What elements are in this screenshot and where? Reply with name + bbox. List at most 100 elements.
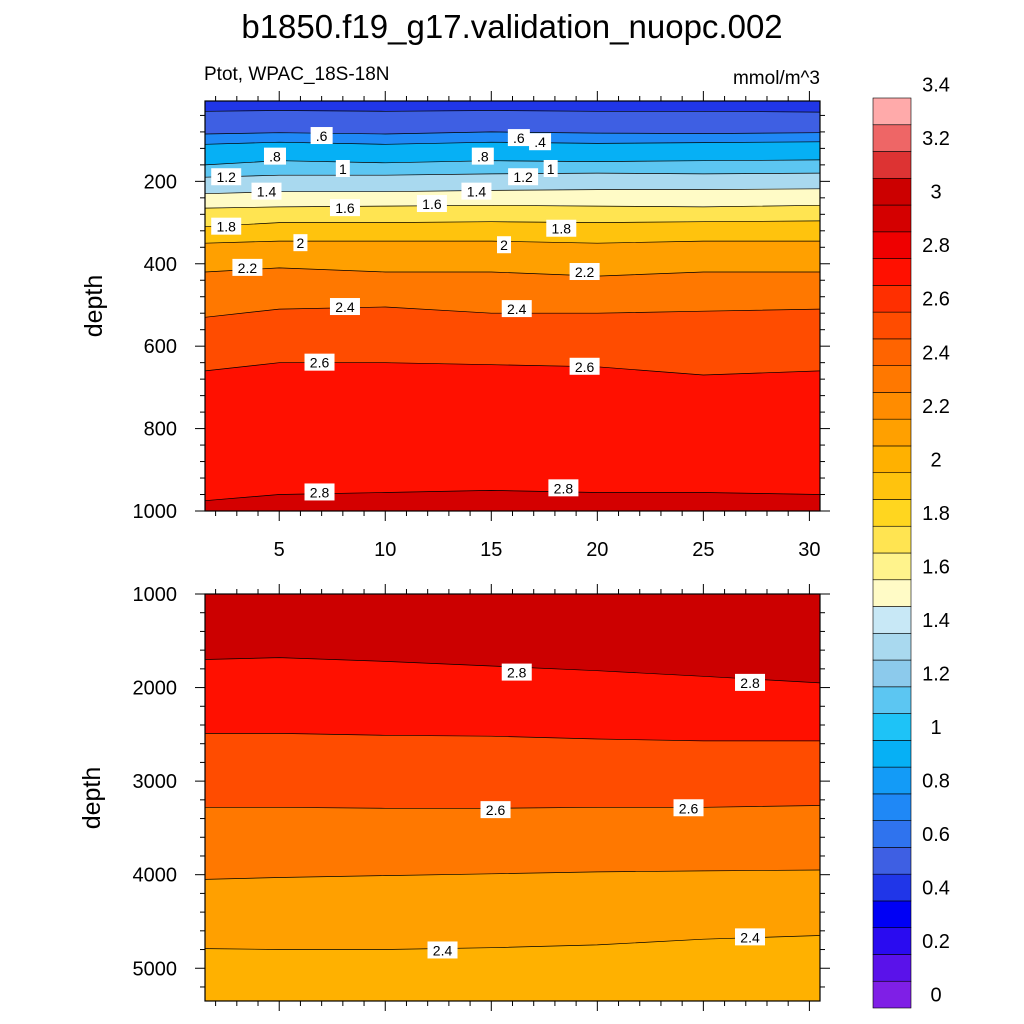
colorbar-label: 2.4 [922, 342, 950, 364]
upper-x-tick-label: 15 [480, 539, 502, 561]
lower-contour-label-box [735, 928, 766, 946]
upper-contour-label-text: 2.6 [575, 359, 595, 375]
lower-y-tick-label: 4000 [133, 865, 178, 887]
lower-panel: 2.82.82.6 2.62.42.4 10002000300040005000 … [78, 584, 830, 1011]
lower-contour-label-text: 2.6 [679, 800, 699, 816]
upper-contour-line [204, 110, 821, 113]
upper-contour-label-box [251, 182, 282, 200]
upper-band [204, 362, 821, 502]
upper-contour-line [204, 306, 821, 318]
upper-panel-contour-labels: .4 .6 .6 .8 .8 1 1 1.2 1.2 1.4 1.4 1.6 1.6 1.8 1.8 2 2 2.… [211, 127, 600, 501]
upper-contour-label: 2.2 [232, 258, 263, 276]
colorbar: 0 0.2 0.4 0.6 0.8 1 1.2 1.4 1.6 1.8 2 2.2 2.4 2.6 2.8 3… [872, 75, 950, 1009]
colorbar-box [872, 285, 912, 313]
upper-contour-label-box [543, 159, 558, 177]
upper-contour-line [204, 490, 821, 502]
lower-contour-label: 2.4 [427, 941, 458, 959]
upper-contour-label-box [569, 357, 600, 375]
colorbar-box [872, 177, 912, 206]
upper-y-tick-label: 1000 [133, 501, 178, 523]
upper-contour-label: .4 [529, 133, 552, 151]
upper-y-axis-label: depth [80, 275, 108, 338]
colorbar-box [872, 847, 912, 875]
upper-contour-label: 1 [335, 159, 350, 177]
colorbar-label: 1.6 [922, 556, 950, 578]
colorbar-box [872, 552, 912, 581]
upper-contour-label-text: 1.4 [257, 184, 277, 200]
upper-contour-label-box [232, 258, 263, 276]
upper-x-tick-label: 20 [586, 539, 608, 561]
lower-contour-label-box [501, 663, 532, 681]
upper-contour-label-box [461, 182, 492, 200]
colorbar-box [872, 820, 912, 848]
upper-contour-label-box [310, 127, 333, 145]
subtitle-variable-region: Ptot, WPAC_18S-18N [204, 64, 390, 85]
colorbar-label: 0.4 [922, 878, 950, 900]
upper-contour-label-text: 1.6 [422, 196, 442, 212]
colorbar-box [872, 151, 912, 179]
colorbar-box [872, 766, 912, 795]
upper-contour-label: 1.2 [211, 168, 242, 186]
upper-contour-label: 2 [293, 234, 308, 252]
colorbar-box [872, 472, 912, 500]
colorbar-label: 2.6 [922, 289, 950, 311]
upper-contour-label: .8 [263, 147, 286, 165]
upper-contour-label-text: .8 [477, 149, 489, 165]
lower-panel-fill [204, 593, 821, 1002]
upper-contour-label-box [335, 159, 350, 177]
upper-contour-label-box [304, 353, 335, 371]
colorbar-label: 0 [930, 985, 941, 1007]
upper-contour-label-box [548, 479, 579, 497]
colorbar-box [872, 258, 912, 286]
lower-contour-label-text: 2.6 [486, 802, 506, 818]
upper-contour-line [204, 204, 821, 209]
colorbar-label: 1.4 [922, 610, 950, 632]
upper-contour-line [204, 240, 820, 244]
upper-contour-label-text: .6 [316, 128, 328, 144]
upper-contour-label-box [416, 195, 447, 213]
colorbar-label: 0.6 [922, 824, 950, 846]
upper-contour-label: 2.6 [569, 357, 600, 375]
upper-contour-label-text: .6 [513, 130, 525, 146]
upper-contour-label-text: 2.6 [310, 355, 330, 371]
upper-x-tick-label: 10 [374, 539, 396, 561]
upper-contour-label-text: 2.8 [310, 484, 330, 500]
upper-contour-label-text: 2 [500, 237, 508, 253]
upper-contour-label: 2.4 [501, 300, 532, 318]
upper-contour-label: 1.6 [329, 199, 360, 217]
colorbar-box [872, 686, 912, 714]
upper-contour-label-text: 2.8 [554, 480, 574, 496]
colorbar-box [872, 927, 912, 955]
colorbar-box [872, 740, 912, 768]
colorbar-box [872, 632, 912, 661]
upper-y-tick-label: 600 [144, 336, 177, 358]
upper-contour-label: 1.8 [211, 217, 242, 235]
lower-contour-label-box [735, 673, 766, 691]
lower-contour-label: 2.6 [480, 801, 511, 819]
subtitle-units: mmol/m^3 [733, 68, 820, 89]
figure-title: b1850.f19_g17.validation_nuopc.002 [241, 8, 782, 45]
lower-contour-label-text: 2.4 [740, 929, 760, 945]
upper-contour-line [204, 267, 820, 277]
upper-contour-label-box [329, 199, 360, 217]
upper-contour-label-box [263, 147, 286, 165]
colorbar-box [872, 499, 912, 527]
upper-contour-label-text: 1 [547, 161, 555, 177]
upper-contour-label-text: 2.2 [575, 264, 595, 280]
colorbar-box [872, 579, 912, 607]
lower-band [204, 733, 821, 809]
lower-contour-label-text: 2.8 [740, 675, 760, 691]
lower-contour-label: 2.8 [501, 663, 532, 681]
upper-contour-line [204, 220, 821, 228]
colorbar-box [872, 659, 912, 688]
colorbar-box [872, 418, 912, 447]
upper-y-tick-label: 400 [144, 254, 177, 276]
lower-contour-line [204, 657, 821, 684]
upper-contour-label: 2 [497, 236, 512, 254]
upper-contour-label-box [471, 147, 494, 165]
upper-x-tick-label: 25 [692, 539, 714, 561]
upper-contour-label: 1.4 [461, 182, 492, 200]
lower-panel-ticks: 1000 2000 3000 4000 5000 [133, 584, 830, 1011]
upper-contour-label-text: .8 [269, 149, 281, 165]
